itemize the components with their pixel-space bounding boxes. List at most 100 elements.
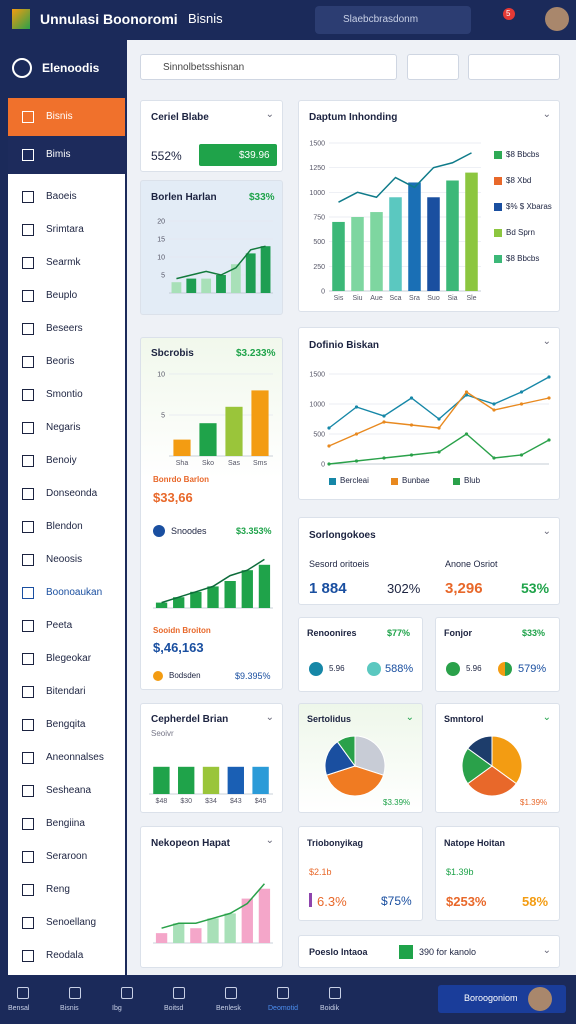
nav-item[interactable]: Bisnis [8, 98, 125, 136]
nav-item[interactable]: Srimtara [8, 213, 125, 247]
toolbar-actions[interactable] [468, 54, 560, 80]
nav-item[interactable]: Bengiina [8, 807, 125, 841]
nav-item[interactable]: Bensal [8, 981, 52, 1019]
value: 302% [387, 581, 421, 596]
button[interactable]: $39.96 [199, 144, 277, 166]
bar [224, 581, 236, 608]
x-tick-label: Sca [389, 295, 401, 302]
point [519, 390, 524, 394]
bar [252, 766, 269, 794]
nav-item[interactable]: Donseonda [8, 477, 125, 511]
y-tick-label: 5 [161, 273, 165, 280]
nav-label: Bimis [46, 149, 71, 160]
nav-item[interactable]: Beseers [8, 312, 125, 346]
pie-slice [354, 735, 386, 776]
bar [201, 278, 212, 293]
nav-item[interactable]: Aneonnalses [8, 741, 125, 775]
y-tick-label: 1500 [309, 372, 325, 379]
nav-icon [121, 987, 133, 999]
icon [153, 525, 165, 537]
search-placeholder: Sinnolbetsshisnan [163, 62, 245, 73]
nav-item[interactable]: Boonoaukan [8, 576, 125, 610]
value: $3.353% [236, 526, 272, 536]
label: Bonrdo Barlon [153, 475, 209, 484]
chevron[interactable]: ⌄ [542, 109, 551, 120]
nav-item[interactable]: Ibg [112, 981, 156, 1019]
chevron[interactable]: ⌄ [265, 109, 274, 120]
card: Daptum Inhonding ⌄ 0 250 500 750 1000 1250 1500… [298, 100, 560, 312]
y-tick-label: 0 [321, 289, 325, 296]
nav-item[interactable]: Searmk [8, 246, 125, 280]
bar [207, 586, 219, 608]
nav-item[interactable]: Beuplo [8, 279, 125, 313]
legend-swatch [494, 203, 502, 211]
nav-item[interactable]: Deomotid [268, 981, 312, 1019]
point [409, 423, 414, 427]
nav-item[interactable]: Negaris [8, 411, 125, 445]
card-title: Ceriel Blabe [151, 112, 209, 123]
legend-label: Blub [464, 476, 481, 485]
bar [202, 766, 220, 794]
button[interactable]: Boroogoniom [438, 985, 566, 1013]
nav-item[interactable]: Bimis [8, 136, 125, 174]
nav-item[interactable]: Blegeokar [8, 642, 125, 676]
nav-icon [22, 686, 34, 698]
nav-item[interactable]: Reodala [8, 939, 125, 973]
nav-item[interactable]: Seraroon [8, 840, 125, 874]
nav-item[interactable]: Blendon [8, 510, 125, 544]
y-tick-label: 0 [321, 462, 325, 469]
search-box[interactable]: Slaebcbrasdonm [315, 6, 471, 34]
y-tick-label: 250 [313, 264, 325, 271]
x-tick-label: $48 [156, 798, 168, 805]
card-title: Sbcrobis [151, 348, 194, 359]
card-title: Triobonyikag [307, 838, 364, 848]
nav-label: Searmk [46, 257, 81, 268]
nav-item[interactable]: Neoosis [8, 543, 125, 577]
nav-item[interactable]: Peeta [8, 609, 125, 643]
nav-item[interactable]: Smontio [8, 378, 125, 412]
nav-item[interactable]: Reng [8, 873, 125, 907]
point [437, 426, 441, 430]
chevron[interactable]: ⌄ [542, 526, 551, 537]
x-tick-label: Sra [409, 295, 420, 302]
nav-item[interactable]: Beoris [8, 345, 125, 379]
chevron[interactable]: ⌄ [542, 945, 551, 956]
value: 53% [521, 580, 550, 596]
card-title: Daptum Inhonding [309, 112, 398, 123]
nav-item[interactable]: Bitendari [8, 675, 125, 709]
nav-item[interactable]: Bisnis [60, 981, 104, 1019]
nav-item[interactable]: Bengqita [8, 708, 125, 742]
legend-swatch [329, 478, 336, 485]
chart: 0 250 500 750 1000 1250 1500 Sis Siu Aue Sca Sra Suo… [309, 141, 481, 302]
toolbar-buttons[interactable] [407, 54, 459, 80]
nav-item[interactable]: Boitsd [164, 981, 208, 1019]
card: Cepherdel Brian ⌄ Seoivr $48 $30 $34 $43 $45 [140, 703, 283, 813]
card-title: Borlen Harlan [151, 192, 217, 203]
y-tick-label: 15 [157, 237, 165, 244]
point [547, 396, 551, 400]
nav-item[interactable]: Senoellang [8, 906, 125, 940]
nav-icon [22, 323, 34, 335]
toolbar-search[interactable]: Sinnolbetsshisnan [140, 54, 397, 80]
x-tick-label: Aue [370, 295, 383, 302]
nav-item[interactable]: Sesheana [8, 774, 125, 808]
chevron[interactable]: ⌄ [265, 712, 274, 723]
avatar[interactable] [545, 7, 569, 31]
nav-icon [22, 653, 34, 665]
value: $33,66 [153, 490, 193, 505]
chevron[interactable]: ⌄ [405, 712, 414, 723]
icon [498, 662, 512, 676]
nav-item[interactable]: Baoeis [8, 180, 125, 214]
nav-label: Bengiina [46, 818, 85, 829]
y-tick-label: 750 [313, 215, 325, 222]
chart: 5 10 15 20 [157, 219, 273, 294]
chevron[interactable]: ⌄ [265, 835, 274, 846]
bar [155, 602, 168, 608]
nav-item[interactable]: Boidik [320, 981, 364, 1019]
nav-item[interactable]: Benoiy [8, 444, 125, 478]
nav-item[interactable]: Benlesk [216, 981, 260, 1019]
tab[interactable]: Bisnis [188, 11, 223, 26]
chevron[interactable]: ⌄ [542, 712, 551, 723]
chevron[interactable]: ⌄ [542, 336, 551, 347]
point [409, 453, 414, 457]
